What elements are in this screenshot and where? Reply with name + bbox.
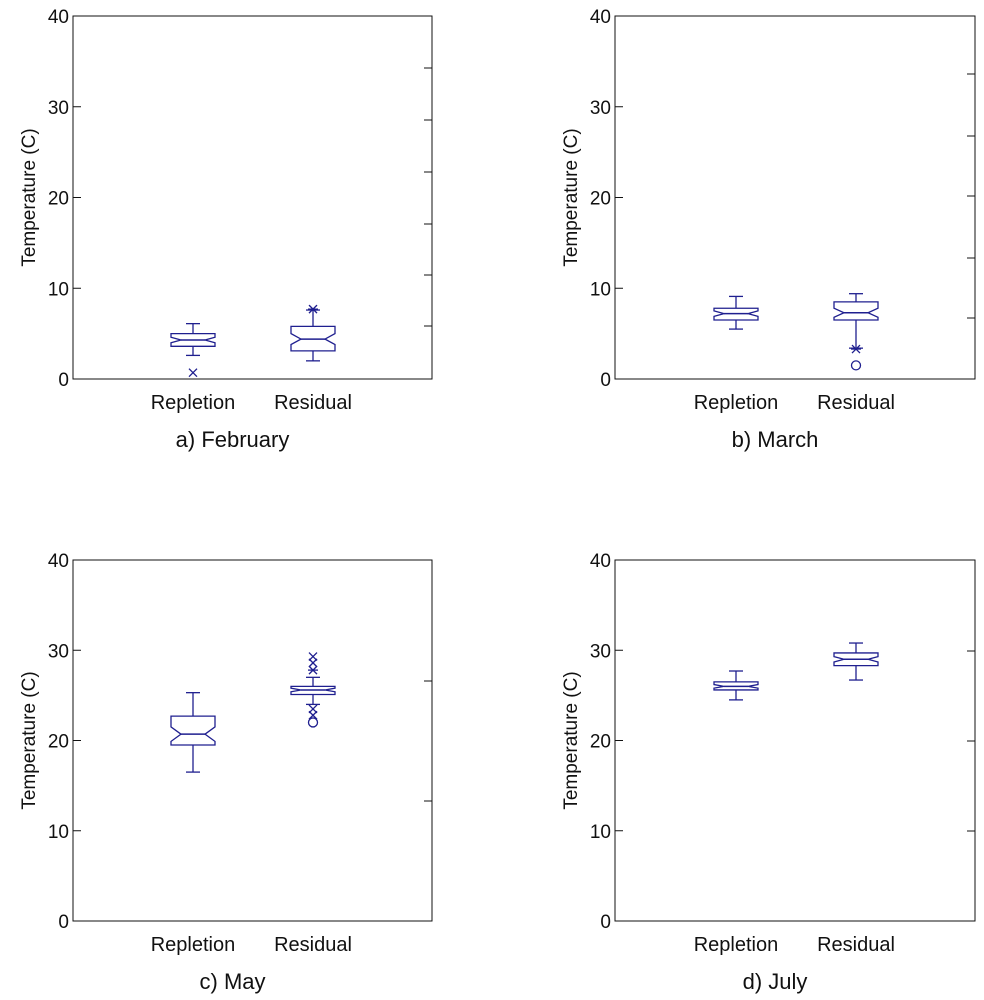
- outlier-x: [188, 368, 198, 378]
- box-residual: [833, 642, 879, 681]
- category-label: Residual: [274, 392, 352, 414]
- y-tick-label: 0: [58, 370, 69, 391]
- y-tick-label: 30: [48, 641, 69, 662]
- plot-frame: [72, 15, 433, 380]
- y-tick-label: 0: [600, 912, 611, 933]
- y-tick-label: 10: [48, 822, 69, 843]
- box-repletion: [713, 295, 759, 330]
- box-repletion: [713, 670, 759, 701]
- outlier-x: [308, 658, 318, 668]
- category-label: Residual: [817, 934, 895, 956]
- panel-caption: c) May: [200, 969, 266, 994]
- outlier-circle: [850, 360, 862, 371]
- outlier-x: [308, 652, 318, 662]
- panel-caption: b) March: [732, 427, 819, 452]
- outlier-x: [308, 710, 318, 720]
- box-residual: [290, 652, 336, 728]
- plot-frame: [72, 559, 433, 922]
- panel-1: 0 10 20 30 40 Temperature (C) Repletion Residua…: [19, 7, 433, 452]
- category-label: Residual: [817, 392, 895, 414]
- y-tick-label: 30: [590, 98, 611, 119]
- y-tick-label: 30: [590, 641, 611, 662]
- outlier-star: [308, 665, 318, 675]
- outlier-star: [851, 344, 861, 354]
- y-tick-label: 0: [600, 370, 611, 391]
- y-tick-label: 10: [48, 279, 69, 300]
- category-label: Residual: [274, 934, 352, 956]
- y-axis-label: Temperature (C): [19, 671, 40, 809]
- panel-caption: d) July: [743, 969, 808, 994]
- plot-frame: [614, 15, 976, 380]
- y-tick-label: 40: [590, 7, 611, 28]
- y-tick-label: 30: [48, 98, 69, 119]
- box-repletion: [170, 692, 216, 773]
- y-axis-label: Temperature (C): [561, 128, 582, 266]
- category-label: Repletion: [151, 392, 236, 414]
- panel-caption: a) February: [176, 427, 290, 452]
- category-label: Repletion: [151, 934, 236, 956]
- y-axis-label: Temperature (C): [19, 128, 40, 266]
- box-repletion: [170, 322, 216, 378]
- outlier-x: [308, 704, 318, 714]
- y-tick-label: 20: [48, 189, 69, 210]
- y-tick-label: 10: [590, 822, 611, 843]
- y-tick-label: 40: [48, 7, 69, 28]
- y-tick-label: 20: [590, 732, 611, 753]
- y-tick-label: 20: [48, 732, 69, 753]
- panel-2: 0 10 20 30 40 Temperature (C) Repletion Residua…: [561, 7, 976, 452]
- outlier-circle: [307, 717, 319, 728]
- notched-box: [833, 301, 879, 321]
- panel-3: 0 10 20 30 40 Temperature (C) Repletion Residua…: [19, 551, 433, 994]
- outlier-star: [308, 304, 318, 314]
- plot-frame: [614, 559, 976, 922]
- y-tick-label: 0: [58, 912, 69, 933]
- y-tick-label: 10: [590, 279, 611, 300]
- box-residual: [290, 304, 336, 362]
- y-axis-label: Temperature (C): [561, 671, 582, 809]
- category-label: Repletion: [694, 392, 779, 414]
- notched-box: [170, 715, 216, 746]
- panel-4: 0 10 20 30 40 Temperature (C) Repletion Residua…: [561, 551, 976, 994]
- y-tick-label: 40: [48, 551, 69, 572]
- box-residual: [833, 293, 879, 371]
- y-tick-label: 40: [590, 551, 611, 572]
- y-tick-label: 20: [590, 189, 611, 210]
- category-label: Repletion: [694, 934, 779, 956]
